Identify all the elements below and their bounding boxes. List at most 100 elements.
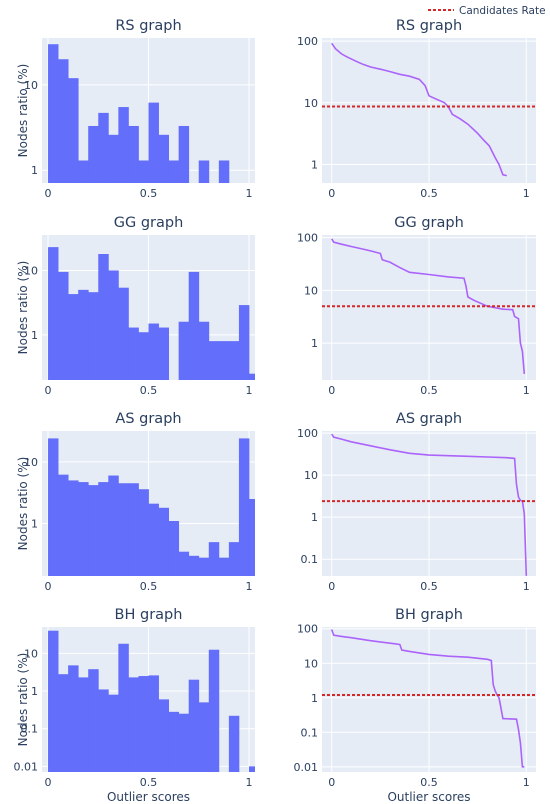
rs-curve-xtick-label: 0.5 (420, 187, 438, 200)
gg-curve-xtick-label: 1 (523, 384, 530, 397)
rs-hist-bar (58, 59, 69, 183)
as-curve-xtick-label: 1 (523, 580, 530, 593)
gg-curve-series-line (331, 238, 526, 374)
as-hist-bar (58, 474, 69, 576)
bh-hist-bar (148, 675, 159, 772)
rs-hist-ytick-label: 1 (31, 164, 38, 177)
as-hist-xtick-label: 0.5 (140, 580, 158, 593)
as-curve-xtick-label: 0 (328, 580, 335, 593)
gg-hist-bar (68, 294, 79, 380)
bh-hist-ytick-label: 10 (24, 647, 38, 660)
bh-hist-bar (78, 677, 89, 772)
as-curve-marks (322, 433, 536, 576)
gg-hist-bar (228, 341, 240, 380)
bh-hist-bar (68, 665, 79, 772)
bh-hist-bar (108, 694, 119, 772)
rs-curve-xtick-label: 1 (523, 187, 530, 200)
rs-hist-bar (168, 160, 180, 183)
gg-hist-bar (148, 323, 159, 380)
bh-curve-xlabel: Outlier scores (387, 790, 470, 804)
bh-hist-xtick-label: 1 (245, 776, 252, 789)
gg-hist-ytick-label: 10 (24, 264, 38, 277)
rs-hist-bar (88, 125, 99, 183)
rs-hist-bar (98, 112, 109, 183)
as-hist-ytick-label: 10 (24, 456, 38, 469)
bh-hist-ytick-label: 1 (31, 685, 38, 698)
as-hist-xtick-label: 0 (45, 580, 52, 593)
rs-hist-bar (148, 102, 159, 183)
as-curve-title: AS graph (396, 411, 462, 427)
bh-curve-series-line (330, 629, 525, 768)
rs-hist-xtick-label: 1 (245, 187, 252, 200)
bh-hist-bar (118, 643, 129, 772)
gg-hist-xtick-label: 1 (245, 384, 252, 397)
gg-hist-bar (58, 271, 69, 380)
gg-hist-title: GG graph (114, 215, 184, 231)
bh-hist-ytick-label: 0.01 (14, 760, 39, 773)
as-hist-bar (78, 482, 89, 576)
gg-hist-bar (178, 321, 190, 380)
gg-curve-xtick-label: 0 (328, 384, 335, 397)
bh-curve-ytick-label: 10 (304, 657, 318, 670)
as-curve-series-line (331, 433, 528, 576)
as-hist-panel: 0 0.5 1 1 10 AS graph Nodes ratio (%) (16, 411, 255, 593)
bh-curve-xtick-label: 1 (523, 776, 530, 789)
as-hist-bar (88, 485, 99, 576)
bh-hist-bar (138, 676, 149, 772)
bh-curve-ytick-label: 0.1 (301, 726, 319, 739)
gg-hist-xtick-label: 0 (45, 384, 52, 397)
as-hist-bar (168, 520, 180, 576)
bh-hist-bar (98, 689, 109, 772)
bh-hist-ytick-label: 0.1 (21, 723, 39, 736)
rs-curve-panel: 0 0.5 1 1 10 100 RS graph (297, 18, 536, 200)
gg-hist-bar (118, 287, 129, 380)
rs-hist-ytick-label: 10 (24, 79, 38, 92)
gg-hist-bar (98, 253, 109, 380)
bh-hist-bar (188, 679, 200, 772)
as-hist-bar (208, 542, 220, 576)
rs-hist-xtick-label: 0.5 (140, 187, 158, 200)
gg-curve-title: GG graph (394, 215, 464, 231)
rs-hist-bar (78, 160, 89, 183)
gg-hist-bar (248, 373, 255, 380)
as-curve-ytick-label: 0.1 (301, 553, 319, 566)
gg-hist-bar (48, 247, 59, 380)
bh-curve-xtick-label: 0 (328, 776, 335, 789)
bh-hist-ylabel: Nodes ratio (%) (16, 653, 30, 747)
as-curve-ytick-label: 100 (297, 427, 318, 440)
as-hist-bar (98, 482, 109, 576)
rs-hist-bar (118, 107, 129, 183)
bh-curve-ytick-label: 100 (297, 623, 318, 636)
as-hist-bar (238, 438, 250, 576)
gg-curve-xtick-label: 0.5 (420, 384, 438, 397)
rs-hist-bar (128, 125, 139, 183)
bh-hist-bar (228, 715, 240, 772)
rs-curve-ytick-label: 10 (304, 97, 318, 110)
bh-hist-xlabel: Outlier scores (107, 790, 190, 804)
as-hist-bar (178, 551, 190, 576)
rs-hist-bar (108, 134, 119, 183)
gg-hist-bar (198, 321, 210, 380)
bh-hist-bar (198, 702, 210, 772)
bh-curve-ytick-label: 0.01 (294, 761, 319, 774)
as-hist-bar (68, 480, 79, 576)
rs-hist-bar (158, 134, 169, 183)
rs-curve-title: RS graph (396, 18, 462, 34)
rs-hist-bar (198, 160, 210, 183)
gg-hist-bar (88, 292, 99, 380)
gg-hist-bar (238, 305, 250, 380)
gg-hist-bar (218, 341, 230, 380)
as-hist-ylabel: Nodes ratio (%) (16, 457, 30, 551)
as-curve-ytick-label: 1 (311, 511, 318, 524)
gg-hist-bar (78, 289, 89, 380)
as-hist-bar (48, 438, 59, 576)
gg-hist-bar (138, 332, 149, 380)
rs-hist-bar (178, 125, 190, 183)
gg-hist-ytick-label: 1 (31, 329, 38, 342)
as-hist-bar (108, 475, 119, 576)
rs-hist-bar (138, 160, 149, 183)
as-curve-xtick-label: 0.5 (420, 580, 438, 593)
gg-hist-bar (208, 341, 220, 380)
gg-hist-panel: 0 0.5 1 1 10 GG graph Nodes ratio (%) (16, 215, 255, 397)
as-hist-bar (188, 555, 200, 576)
